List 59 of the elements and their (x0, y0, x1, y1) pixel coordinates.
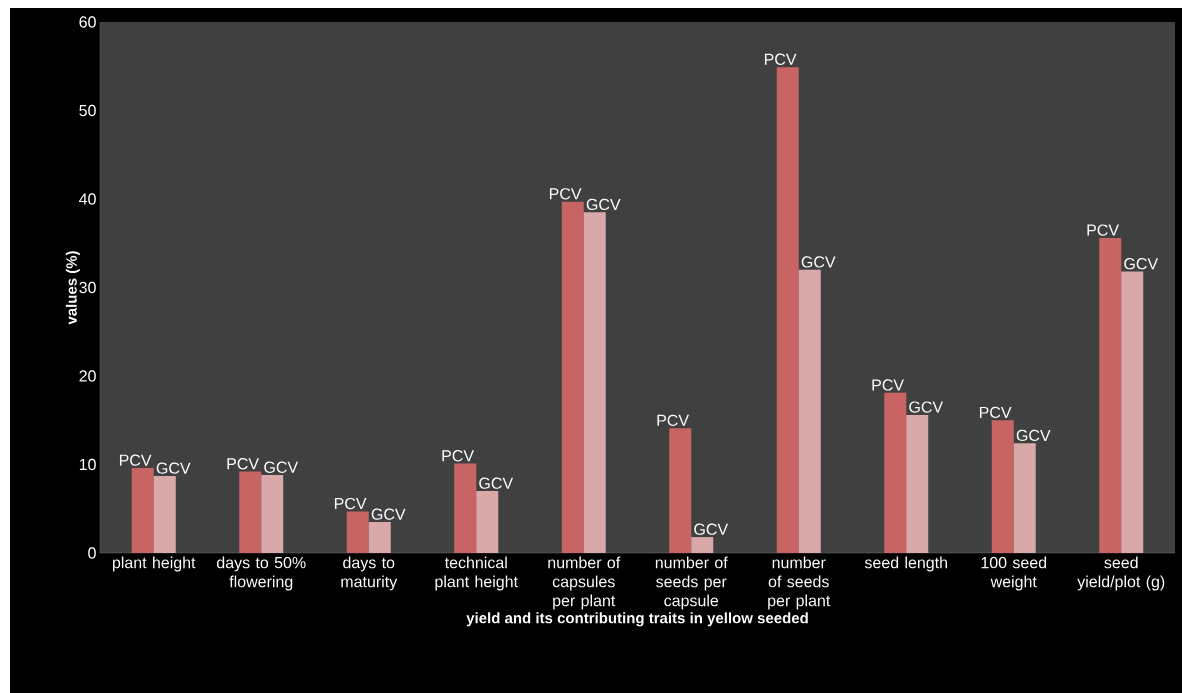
x-tick-label: days to maturity (341, 556, 398, 591)
x-tick-label: number of capsules per plant (548, 556, 621, 610)
text: PCV (657, 414, 689, 427)
x-tick-label: 100 seed weight (981, 556, 1047, 591)
x-tick-label: seed yield/plot (g) (1077, 556, 1165, 591)
text: PCV (1087, 224, 1119, 236)
text: GCV (909, 401, 944, 413)
text: PCV (764, 53, 797, 65)
y-axis-title: values (%) (65, 251, 80, 325)
text: GCV (801, 256, 836, 268)
bar (239, 471, 262, 553)
x-tick-label: number of seeds per capsule (655, 556, 728, 610)
bar (1013, 443, 1036, 553)
bar (131, 468, 154, 553)
bar (776, 67, 799, 553)
bar (669, 428, 692, 553)
text: PCV (979, 406, 1012, 419)
series-label: GCV (371, 508, 406, 520)
x-tick-label: plant height (112, 556, 196, 572)
text: PCV (119, 454, 152, 466)
bar (153, 476, 176, 553)
bar (691, 537, 714, 553)
bar (346, 511, 369, 553)
bar (1099, 237, 1122, 553)
x-tick-label: number of seeds per plant (768, 556, 831, 610)
bar (798, 269, 821, 553)
text: PCV (872, 379, 904, 391)
y-tick-label: 30 (79, 281, 96, 294)
x-tick-label: technical plant height (435, 556, 518, 591)
y-tick-label: 40 (79, 193, 96, 205)
y-tick-label: 20 (79, 370, 96, 382)
text: GCV (264, 461, 299, 473)
bar (906, 414, 929, 553)
text: GCV (1124, 258, 1159, 270)
bar (454, 463, 477, 553)
text: GCV (156, 462, 191, 474)
y-tick-label: 60 (79, 16, 96, 28)
text: PCV (442, 450, 474, 462)
bar (368, 522, 391, 553)
series-label: PCV (334, 497, 367, 510)
bar (1121, 271, 1144, 553)
text: GCV (479, 477, 514, 489)
text: GCV (694, 523, 729, 535)
text: GCV (586, 198, 621, 211)
bar (476, 491, 499, 553)
text: PCV (549, 188, 582, 200)
bar (561, 201, 584, 553)
y-tick-label: 10 (79, 458, 96, 471)
text: GCV (1016, 429, 1051, 442)
bar (261, 475, 284, 553)
y-tick-label: 50 (79, 104, 96, 117)
x-tick-label: days to 50% flowering (217, 556, 306, 591)
y-tick-label: 0 (88, 547, 96, 559)
bar (884, 392, 907, 553)
x-tick-label: seed length (864, 556, 947, 572)
x-axis-title: yield and its contributing traits in yellow seeded (466, 612, 808, 627)
bar (583, 212, 606, 553)
text: PCV (227, 458, 259, 470)
bar (991, 420, 1014, 553)
